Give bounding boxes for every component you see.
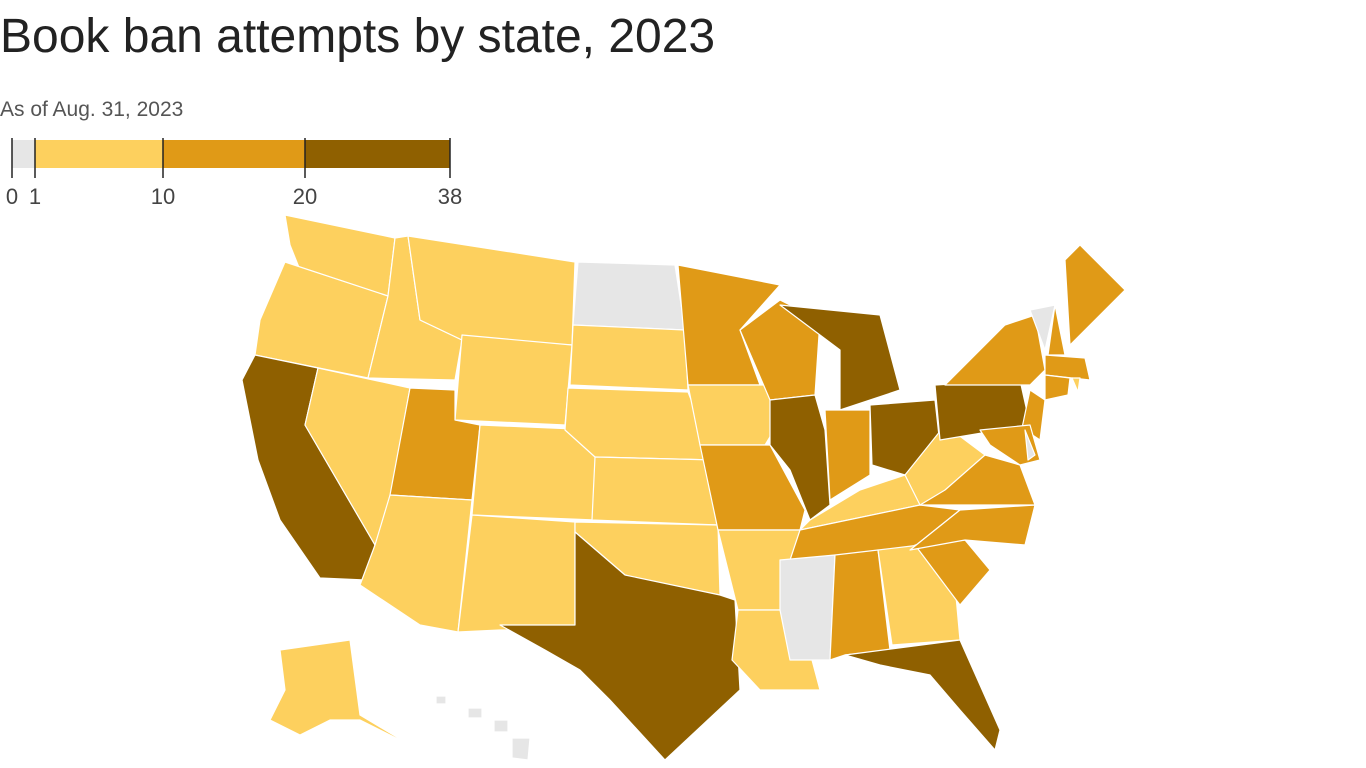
legend-tick-label: 0: [6, 184, 18, 209]
state: [1047, 304, 1066, 356]
state: [499, 531, 741, 761]
state: [779, 554, 836, 661]
state: [769, 394, 831, 521]
subtitle: As of Aug. 31, 2023: [0, 98, 183, 121]
state: [457, 514, 576, 633]
state: [359, 494, 473, 633]
legend-tick-label: 20: [293, 184, 317, 209]
legend-swatch: [35, 140, 163, 168]
title: Book ban attempts by state, 2023: [0, 10, 715, 63]
state: [1024, 429, 1036, 461]
legend-swatch: [12, 140, 35, 168]
state: [493, 719, 509, 733]
state: [591, 456, 719, 526]
state: [739, 299, 821, 401]
legend-swatch: [305, 140, 450, 168]
state: [569, 324, 689, 391]
state: [269, 639, 411, 746]
state: [511, 737, 531, 761]
state: [687, 384, 781, 446]
legend-swatch: [163, 140, 305, 168]
legend-tick-label: 10: [151, 184, 175, 209]
state: [1044, 374, 1071, 401]
state: [779, 304, 901, 411]
state: [1064, 244, 1126, 346]
state: [904, 424, 986, 506]
state: [467, 707, 483, 719]
state: [435, 695, 447, 705]
state: [844, 639, 1001, 751]
state: [454, 334, 573, 426]
state: [1071, 377, 1081, 393]
state: [572, 261, 686, 331]
legend-tick-label: 38: [438, 184, 462, 209]
legend: 0 1 10 20 38: [6, 138, 462, 209]
state: [909, 504, 1036, 551]
state: [944, 314, 1046, 386]
state: [699, 444, 806, 531]
state: [824, 409, 871, 501]
legend-tick-label: 1: [29, 184, 41, 209]
state: [1044, 354, 1091, 381]
state: [1029, 304, 1056, 351]
state: [677, 264, 781, 386]
states: [241, 214, 1126, 761]
